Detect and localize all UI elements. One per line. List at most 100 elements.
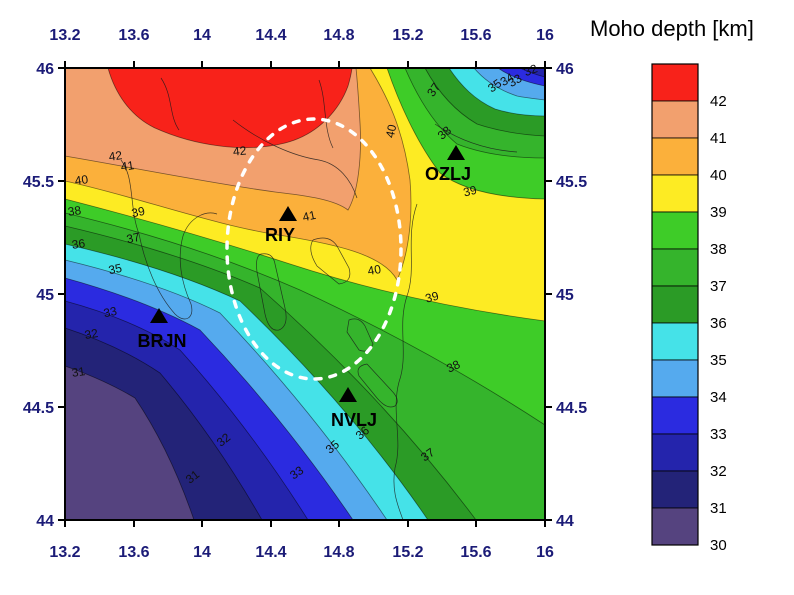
contour-label: 37 <box>125 230 141 247</box>
contour-label: 31 <box>71 364 86 380</box>
station-triangle-riy <box>279 206 297 221</box>
colorbar-label: 30 <box>710 537 727 554</box>
x-tick-label: 14 <box>193 544 211 561</box>
border-line-northeast <box>434 123 518 153</box>
y-tick-label: 44 <box>36 513 54 530</box>
contour-label: 39 <box>424 289 441 306</box>
colorbar-label: 33 <box>710 426 727 443</box>
y-tick-label: 44.5 <box>556 400 587 417</box>
y-tick-label: 45.5 <box>556 174 587 191</box>
map-panel: 42 41 40 40 42 41 40 39 38 37 36 35 33 3… <box>64 61 546 521</box>
coastline-istria <box>120 159 218 320</box>
y-tick-label: 46 <box>556 61 574 78</box>
x-tick-label: 15.2 <box>392 544 423 561</box>
colorbar-label: 34 <box>710 389 727 406</box>
colorbar-cell-33 <box>651 396 699 435</box>
station-triangle-ozlj <box>447 145 465 160</box>
y-axis-left-labels: 46 45.5 45 44.5 44 <box>23 61 54 530</box>
x-tick-label: 13.2 <box>49 27 80 44</box>
coastlines <box>120 77 518 521</box>
coastline-island-rab <box>346 318 374 352</box>
x-tick-label: 14.8 <box>323 27 354 44</box>
station-label-riy: RIY <box>265 225 295 245</box>
colorbar-label: 41 <box>710 130 727 147</box>
colorbar-cell-37 <box>651 248 699 287</box>
colorbar-cell-36 <box>651 285 699 324</box>
y-tick-label: 45 <box>556 287 574 304</box>
x-tick-label: 16 <box>536 27 554 44</box>
contour-label: 33 <box>102 304 118 321</box>
station-label-ozlj: OZLJ <box>425 164 471 184</box>
contour-label: 42 <box>108 148 123 164</box>
y-tick-label: 46 <box>36 61 54 78</box>
contour-label: 32 <box>84 326 100 342</box>
colorbar-cell-39 <box>651 174 699 213</box>
colorbar-label: 31 <box>710 500 727 517</box>
y-tick-label: 45 <box>36 287 54 304</box>
border-line-top-center <box>318 79 334 149</box>
station-triangle-nvlj <box>339 387 357 402</box>
colorbar-cell-31 <box>651 470 699 509</box>
highlight-dashed-ellipse <box>225 117 403 381</box>
colorbar-cell-32 <box>651 433 699 472</box>
station-triangle-brjn <box>150 308 168 323</box>
y-tick-label: 44.5 <box>23 400 54 417</box>
contour-label: 38 <box>444 357 462 375</box>
x-tick-label: 14 <box>193 27 211 44</box>
coastline-island-cres <box>256 253 287 331</box>
contour-label: 42 <box>232 143 247 158</box>
contour-label: 40 <box>383 123 400 139</box>
contour-labels: 42 41 40 40 42 41 40 39 38 37 36 35 33 3… <box>67 61 540 486</box>
colorbar-cell-30 <box>651 507 699 546</box>
contour-label: 40 <box>74 172 89 188</box>
x-axis-top-labels: 13.2 13.6 14 14.4 14.8 15.2 15.6 16 <box>49 27 554 44</box>
colorbar-border <box>651 63 699 546</box>
band-42 <box>107 67 353 148</box>
border-line-north <box>232 119 358 199</box>
colorbar-label: 32 <box>710 463 727 480</box>
contour-label: 35 <box>107 261 123 278</box>
colorbar-label: 37 <box>710 278 727 295</box>
contour-label: 34 <box>498 70 517 89</box>
x-tick-label: 16 <box>536 544 554 561</box>
contour-label: 40 <box>367 262 383 278</box>
colorbar-label: 42 <box>710 93 727 110</box>
contour-label: 36 <box>71 236 86 252</box>
coastline-mainland <box>393 203 418 521</box>
y-tick-label: 44 <box>556 513 574 530</box>
station-label-brjn: BRJN <box>137 331 186 351</box>
x-tick-label: 14.8 <box>323 544 354 561</box>
x-tick-label: 13.6 <box>118 27 149 44</box>
coastline-island-krk <box>310 237 351 285</box>
colorbar-cell-42 <box>651 63 699 102</box>
contour-label: 33 <box>506 71 525 90</box>
colorbar-cell-35 <box>651 322 699 361</box>
x-tick-label: 13.2 <box>49 544 80 561</box>
colorbar-label: 35 <box>710 352 727 369</box>
axis-ticks <box>58 61 552 527</box>
contour-label: 41 <box>301 208 317 225</box>
x-tick-label: 14.4 <box>255 544 286 561</box>
colorbar-label: 38 <box>710 241 727 258</box>
colorbar-cell-40 <box>651 137 699 176</box>
station-label-nvlj: NVLJ <box>331 410 377 430</box>
x-tick-label: 15.6 <box>460 544 491 561</box>
x-tick-label: 15.6 <box>460 27 491 44</box>
x-tick-label: 14.4 <box>255 27 286 44</box>
border-line-northwest <box>160 77 180 131</box>
x-tick-label: 13.6 <box>118 544 149 561</box>
colorbar-cell-41 <box>651 100 699 139</box>
contour-label: 39 <box>462 183 479 200</box>
stations: RIY OZLJ BRJN NVLJ <box>137 145 471 430</box>
colorbar-label: 39 <box>710 204 727 221</box>
contour-label: 32 <box>522 61 540 79</box>
colorbar-label: 40 <box>710 167 727 184</box>
colorbar-label: 36 <box>710 315 727 332</box>
y-axis-right-labels: 46 45.5 45 44.5 44 <box>556 61 587 530</box>
contour-label: 41 <box>120 158 135 174</box>
x-axis-bottom-labels: 13.2 13.6 14 14.4 14.8 15.2 15.6 16 <box>49 544 554 561</box>
colorbar: 42 41 40 39 38 37 36 35 34 33 32 31 30 <box>651 63 727 554</box>
colorbar-cell-34 <box>651 359 699 398</box>
x-tick-label: 15.2 <box>392 27 423 44</box>
y-tick-label: 45.5 <box>23 174 54 191</box>
